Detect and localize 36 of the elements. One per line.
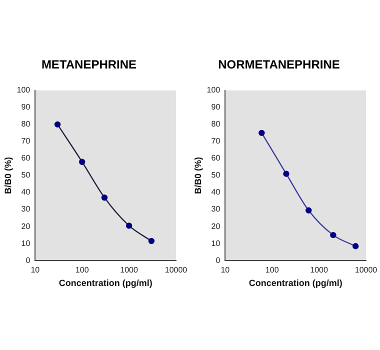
y-tick-label: 10 [21, 238, 31, 248]
y-tick-label: 10 [211, 238, 221, 248]
x-axis-title: Concentration (pg/ml) [248, 278, 342, 288]
chart-title: NORMETANEPHRINE [218, 58, 340, 72]
y-tick-label: 50 [211, 170, 221, 180]
x-tick-label: 1000 [120, 266, 138, 275]
y-axis-title: B/B0 (%) [192, 156, 203, 194]
y-tick-label: 60 [211, 154, 221, 163]
y-tick-label: 40 [211, 188, 221, 197]
y-tick-label: 80 [211, 120, 221, 129]
y-tick-label: 100 [206, 86, 221, 95]
y-tick-label: 80 [21, 120, 31, 129]
y-tick-label: 30 [21, 204, 31, 214]
y-tick-label: 50 [21, 170, 31, 180]
y-tick-label: 60 [21, 154, 31, 163]
x-axis-title: Concentration (pg/ml) [58, 278, 152, 288]
y-tick-label: 90 [21, 102, 31, 112]
y-tick-label: 100 [16, 86, 31, 95]
chart-title: METANEPHRINE [41, 58, 137, 72]
y-tick-label: 20 [21, 222, 31, 231]
x-tick-label: 1000 [310, 266, 328, 275]
y-tick-label: 20 [211, 222, 221, 231]
x-tick-label: 10000 [354, 266, 378, 275]
x-tick-label: 100 [265, 266, 280, 275]
y-tick-label: 70 [211, 136, 221, 146]
x-tick-label: 10000 [164, 266, 188, 275]
y-tick-label: 40 [21, 188, 31, 197]
y-tick-label: 90 [211, 102, 221, 112]
y-tick-label: 0 [26, 256, 31, 265]
y-tick-label: 0 [216, 256, 221, 265]
y-tick-label: 70 [21, 136, 31, 146]
y-tick-label: 30 [211, 204, 221, 214]
x-tick-label: 100 [75, 266, 90, 275]
y-axis-title: B/B0 (%) [2, 156, 13, 194]
x-tick-label: 10 [220, 266, 230, 275]
x-tick-label: 10 [30, 266, 40, 275]
